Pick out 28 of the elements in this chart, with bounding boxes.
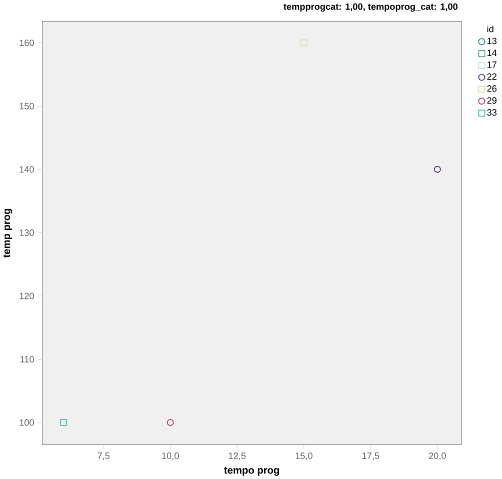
legend-label: 13 <box>488 38 497 44</box>
y-tick-label: 160 <box>20 40 34 46</box>
x-tick-label: 7,5 <box>98 452 110 460</box>
y-tick-label: 140 <box>20 166 34 173</box>
y-tick-label: 130 <box>20 229 34 236</box>
x-tick-label: 12,5 <box>228 452 246 460</box>
legend-title: id <box>487 25 494 32</box>
legend-label: 33 <box>487 109 497 116</box>
y-tick-label: 120 <box>20 292 34 300</box>
x-tick-label: 20,0 <box>429 452 446 460</box>
y-tick-label: 100 <box>20 419 34 426</box>
legend-label: 14 <box>488 50 497 56</box>
legend-label: 26 <box>487 85 497 92</box>
x-tick-label: 10,0 <box>162 452 179 460</box>
point <box>60 418 68 426</box>
x-tick-label: 17,5 <box>362 452 380 460</box>
point <box>166 418 174 426</box>
point <box>434 166 441 173</box>
legend-label: 17 <box>488 61 496 68</box>
legend-label: 29 <box>487 97 497 104</box>
legend-label: 22 <box>487 73 496 80</box>
x-tick-label: 15,0 <box>296 452 312 460</box>
chart-title: tempprogcat: 1,00, tempoprog_cat: 1,00 <box>284 3 458 12</box>
y-axis-title: temp prog <box>3 208 12 258</box>
y-tick-label: 110 <box>20 356 34 362</box>
x-axis-title: tempo prog <box>224 466 279 476</box>
y-tick-label: 150 <box>20 102 34 110</box>
point <box>300 39 308 46</box>
